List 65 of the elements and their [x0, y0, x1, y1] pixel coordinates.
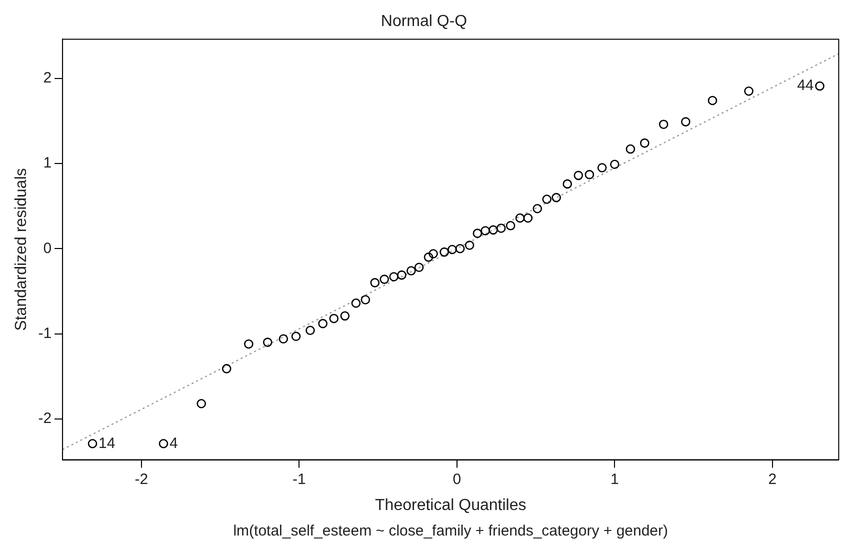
point: [552, 192, 561, 202]
y-tick-label: 0: [43, 240, 52, 257]
point: [472, 228, 482, 238]
y-tick-label: -1: [38, 324, 52, 342]
point: [464, 240, 474, 250]
y-tick-label: -2: [38, 410, 52, 428]
point: [306, 326, 315, 336]
y-axis-title: Standardized residuals: [13, 168, 30, 331]
y-tick-label: 2: [43, 70, 52, 87]
point: [222, 364, 232, 374]
point: [496, 224, 506, 233]
x-tick-label: 0: [452, 470, 462, 488]
chart-title: Normal Q-Q: [380, 13, 468, 30]
point: [389, 272, 398, 282]
point: [523, 213, 533, 223]
point: [291, 332, 301, 341]
point: [406, 266, 416, 276]
point: [610, 160, 620, 170]
point: [681, 117, 690, 126]
annotation: 4: [170, 434, 178, 452]
point: [262, 338, 272, 347]
point: [428, 249, 438, 258]
point: [597, 163, 607, 172]
point: [640, 138, 650, 148]
point: [397, 270, 406, 280]
point: [196, 398, 206, 408]
point: [380, 274, 390, 284]
point: [626, 144, 636, 154]
point: [424, 252, 434, 262]
text: lm(total_self_esteem ~ close_family + friends_category + gender): [233, 522, 668, 540]
point: [244, 339, 254, 349]
point: [542, 194, 552, 204]
annotation: 44: [797, 77, 814, 94]
point: [329, 314, 339, 324]
x-tick-label: -1: [292, 470, 306, 488]
point: [455, 244, 465, 254]
point: [278, 334, 288, 344]
point: [815, 81, 824, 91]
point: [351, 298, 361, 308]
annotation: 14: [98, 434, 116, 452]
point: [360, 295, 370, 304]
point: [574, 170, 584, 180]
point: [414, 262, 424, 272]
point: [448, 244, 457, 254]
point: [88, 438, 98, 448]
point: [562, 179, 572, 189]
point: [370, 278, 380, 288]
point: [584, 170, 594, 180]
point: [440, 247, 449, 257]
point: [658, 120, 668, 129]
point: [708, 96, 718, 106]
y-tick-label: 1: [43, 154, 52, 172]
point: [488, 225, 498, 235]
x-tick-label: 2: [768, 470, 777, 488]
point: [480, 226, 490, 236]
x-tick-label: 1: [610, 470, 619, 488]
point: [515, 213, 525, 223]
point: [318, 318, 328, 328]
x-tick-label: -2: [134, 470, 148, 488]
point: [744, 86, 754, 96]
x-axis-title: Theoretical Quantiles: [375, 496, 526, 514]
point: [532, 204, 542, 214]
point: [158, 438, 168, 448]
point: [340, 311, 350, 321]
point: [506, 221, 516, 230]
